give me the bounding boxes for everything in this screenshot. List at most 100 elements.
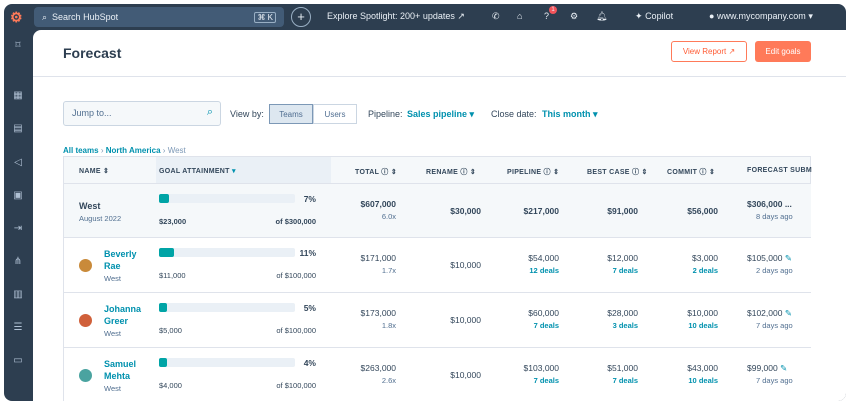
bookmark-icon[interactable]: ⌑ xyxy=(15,40,21,51)
jump-placeholder: Jump to... xyxy=(72,108,112,118)
search-input[interactable]: ⌕ Search HubSpot ⌘ K xyxy=(34,7,284,27)
page-title: Forecast xyxy=(63,45,122,61)
commit-deals-link[interactable]: 2 deals xyxy=(692,266,718,275)
forecast-page: Forecast View Report ↗ Edit goals Jump t… xyxy=(33,30,846,401)
commit-deals-link[interactable]: 10 deals xyxy=(688,376,718,385)
multiple: 1.8x xyxy=(381,321,396,330)
breadcrumb-west: West xyxy=(167,146,186,155)
rename: $30,000 xyxy=(450,206,481,216)
sidebar: ⌑ ▦ ▤ ◁ ▣ ⇥ ⋔ ▥ ☰ ▭ xyxy=(4,30,33,401)
commit: $10,000 xyxy=(687,308,718,318)
col-total[interactable]: TOTAL ⓘ ⇕ xyxy=(355,169,398,176)
content-icon[interactable]: ▣ xyxy=(13,190,23,201)
avatar xyxy=(79,314,92,327)
total: $607,000 xyxy=(360,199,396,209)
achieved: $23,000 xyxy=(159,217,187,226)
app-window: ⚙ ⌕ Search HubSpot ⌘ K + Explore Spotlig… xyxy=(4,4,846,401)
automation-icon[interactable]: ⋔ xyxy=(13,256,23,267)
close-date-value: This month xyxy=(542,109,591,119)
rename: $10,000 xyxy=(450,260,481,270)
settings-icon[interactable]: ⚙ xyxy=(570,11,579,21)
col-pipeline[interactable]: PIPELINE ⓘ ⇕ xyxy=(507,169,560,176)
forecast-when: 2 days ago xyxy=(756,266,793,275)
edit-goals-button[interactable]: Edit goals xyxy=(755,41,811,62)
achieved: $11,000 xyxy=(159,271,186,280)
total: $263,000 xyxy=(360,363,396,373)
spotlight-link[interactable]: Explore Spotlight: 200+ updates ↗ xyxy=(327,11,465,21)
avatar xyxy=(79,369,92,382)
marketing-icon[interactable]: ◁ xyxy=(14,157,22,168)
pipeline-deals-link[interactable]: 7 deals xyxy=(533,376,559,385)
goal: of $100,000 xyxy=(276,381,316,390)
help-icon[interactable]: ? 1 xyxy=(544,6,557,21)
account-menu[interactable]: ● www.mycompany.com ▾ xyxy=(709,11,813,21)
best-case: $28,000 xyxy=(607,308,638,318)
total: $171,000 xyxy=(360,253,396,263)
view-by-teams[interactable]: Teams xyxy=(269,104,313,124)
col-name[interactable]: NAME ⇕ xyxy=(79,168,110,175)
close-date-dropdown[interactable]: This month ▾ xyxy=(542,109,598,119)
col-goal-attainment[interactable]: GOAL ATTAINMENT ▾ xyxy=(159,168,236,175)
breadcrumb-north-america[interactable]: North America xyxy=(105,146,161,155)
table-row: Samuel Mehta West 4% $4,000 of $100,000 … xyxy=(63,348,811,401)
breadcrumb-all-teams[interactable]: All teams xyxy=(63,146,99,155)
forecast-when: 8 days ago xyxy=(756,212,793,221)
pipeline-dropdown[interactable]: Sales pipeline ▾ xyxy=(407,109,475,119)
avatar xyxy=(79,259,92,272)
reports-icon[interactable]: ▥ xyxy=(13,289,23,300)
best-case: $51,000 xyxy=(607,363,638,373)
achieved: $4,000 xyxy=(159,381,182,390)
forecast-table: NAME ⇕ GOAL ATTAINMENT ▾ TOTAL ⓘ ⇕ RENAM… xyxy=(63,156,812,401)
rep-name-link[interactable]: Johanna Greer xyxy=(104,304,142,326)
hubspot-logo-icon[interactable]: ⚙ xyxy=(10,9,23,25)
col-rename[interactable]: RENAME ⓘ ⇕ xyxy=(426,169,477,176)
best-case-deals-link[interactable]: 7 deals xyxy=(612,266,638,275)
jump-to-input[interactable]: Jump to... ⌕ xyxy=(63,101,221,126)
data-icon[interactable]: ☰ xyxy=(13,322,23,333)
forecast: $102,000 xyxy=(747,308,783,318)
summary-row: West August 2022 7% $23,000 of $300,000 … xyxy=(63,184,811,238)
attainment-pct: 7% xyxy=(303,194,316,204)
table-row: Johanna Greer West 5% $5,000 of $100,000… xyxy=(63,293,811,348)
notification-badge: 1 xyxy=(549,6,557,14)
copilot-button[interactable]: ✦ Copilot xyxy=(635,11,673,22)
create-button[interactable]: + xyxy=(291,7,311,27)
pipeline: $60,000 xyxy=(528,308,559,318)
edit-pencil-icon[interactable]: ✎ xyxy=(784,308,792,318)
attainment-bar xyxy=(159,358,295,367)
sorted-column-bg xyxy=(156,157,331,183)
goal: of $300,000 xyxy=(275,217,316,226)
col-best-case[interactable]: BEST CASE ⓘ ⇕ xyxy=(587,169,648,176)
commit-deals-link[interactable]: 10 deals xyxy=(688,321,718,330)
pipeline-label: Pipeline: xyxy=(368,109,403,119)
bell-icon[interactable]: 🔔︎ xyxy=(596,11,608,21)
dashboard-icon[interactable]: ▦ xyxy=(13,90,23,101)
col-commit[interactable]: COMMIT ⓘ ⇕ xyxy=(667,169,716,176)
rep-name-link[interactable]: Samuel Mehta xyxy=(104,359,137,381)
view-report-button[interactable]: View Report ↗ xyxy=(671,41,747,62)
view-by-users[interactable]: Users xyxy=(313,104,357,124)
attainment-fill xyxy=(159,303,167,312)
pipeline-deals-link[interactable]: 7 deals xyxy=(533,321,559,330)
rep-team: West xyxy=(104,384,121,393)
contacts-icon[interactable]: ▤ xyxy=(13,123,23,134)
rep-team: West xyxy=(104,274,121,283)
col-forecast-submission[interactable]: FORECAST SUBM xyxy=(747,167,812,174)
edit-pencil-icon[interactable]: ✎ xyxy=(780,363,788,373)
best-case-deals-link[interactable]: 7 deals xyxy=(612,376,638,385)
rep-name-link[interactable]: Beverly Rae xyxy=(104,249,137,271)
rename: $10,000 xyxy=(450,315,481,325)
pipeline-deals-link[interactable]: 12 deals xyxy=(529,266,559,275)
achieved: $5,000 xyxy=(159,326,182,335)
edit-pencil-icon[interactable]: ✎ xyxy=(784,253,792,263)
view-by-label: View by: xyxy=(230,109,264,119)
sales-icon[interactable]: ⇥ xyxy=(13,223,23,234)
sparkle-icon: ✦ xyxy=(635,11,643,21)
top-nav: ⚙ ⌕ Search HubSpot ⌘ K + Explore Spotlig… xyxy=(4,4,846,30)
avatar: ● xyxy=(709,11,715,21)
phone-icon[interactable]: ✆ xyxy=(492,11,500,21)
best-case-deals-link[interactable]: 3 deals xyxy=(612,321,638,330)
shortcut-hint: ⌘ K xyxy=(254,11,276,23)
marketplace-icon[interactable]: ⌂ xyxy=(517,11,523,21)
folder-icon[interactable]: ▭ xyxy=(13,355,23,366)
